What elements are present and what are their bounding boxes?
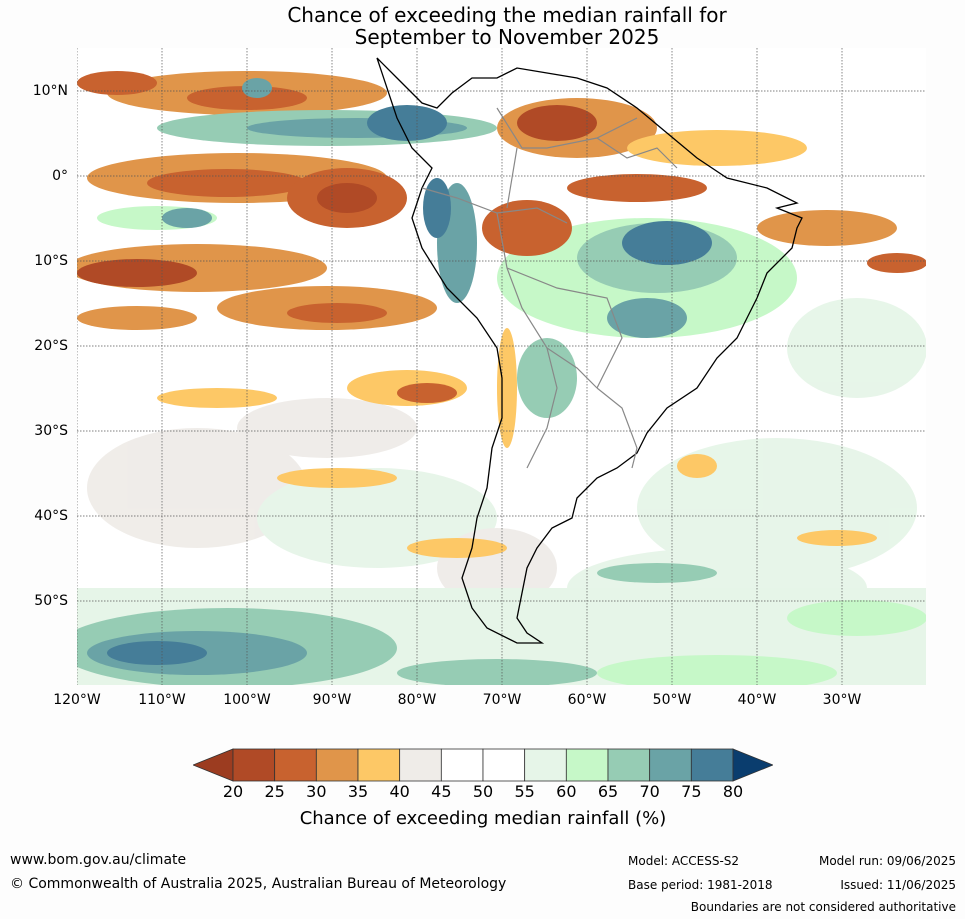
colorbar-tick-label: 30	[306, 782, 327, 801]
lon-label-30w: 30°W	[822, 692, 862, 708]
lon-label-120w: 120°W	[53, 692, 101, 708]
colorbar-extend-low	[193, 748, 234, 782]
colorbar-tick-label: 25	[264, 782, 285, 801]
lon-label-70w: 70°W	[482, 692, 522, 708]
lat-label-20s: 20°S	[34, 338, 68, 354]
colorbar-tick-label: 55	[514, 782, 535, 801]
colorbar-tick-label: 65	[597, 782, 619, 801]
colorbar-segment	[649, 748, 692, 782]
graticule	[77, 48, 926, 685]
colorbar-segment	[524, 748, 567, 782]
footer-model: Model: ACCESS-S2	[628, 854, 740, 868]
footer-model-run: Model run: 09/06/2025	[818, 854, 956, 868]
colorbar-tick-label: 60	[556, 782, 577, 801]
colorbar-segment	[690, 748, 734, 782]
colorbar-segment	[274, 748, 317, 782]
map-canvas	[77, 48, 926, 685]
map-title: Chance of exceeding the median rainfall …	[0, 4, 965, 48]
title-line-1: Chance of exceeding the median rainfall …	[287, 3, 727, 27]
colorbar-segment	[232, 748, 276, 782]
lon-label-50w: 50°W	[652, 692, 692, 708]
southern-ocean-wet-band	[77, 563, 926, 685]
colorbar-tick-label: 20	[222, 782, 244, 801]
colorbar	[193, 748, 773, 782]
legend-title: Chance of exceeding median rainfall (%)	[299, 808, 667, 829]
pacific-wet-bands	[97, 78, 497, 303]
lon-label-110w: 110°W	[138, 692, 186, 708]
colorbar-tick-label: 45	[431, 782, 452, 801]
pacific-dry-bands	[77, 71, 877, 558]
colorbar-tick-label: 70	[639, 782, 660, 801]
title-line-2: September to November 2025	[354, 25, 660, 49]
lon-label-100w: 100°W	[223, 692, 271, 708]
lon-label-40w: 40°W	[737, 692, 777, 708]
colorbar-tick-label: 80	[722, 782, 744, 801]
colorbar-segment	[440, 748, 484, 782]
footer-url: www.bom.gov.au/climate	[10, 852, 187, 868]
country-borders	[421, 107, 678, 469]
colorbar-tick-label: 35	[347, 782, 369, 801]
footer-boundaries-note: Boundaries are not considered authoritat…	[690, 900, 956, 914]
colorbar-segment	[315, 748, 359, 782]
colorbar-tick-label: 40	[389, 782, 410, 801]
lon-label-80w: 80°W	[397, 692, 437, 708]
footer-issued: Issued: 11/06/2025	[840, 878, 956, 892]
footer-base-period: Base period: 1981-2018	[628, 878, 773, 892]
lat-label-30s: 30°S	[34, 423, 68, 439]
colorbar-segment	[607, 748, 651, 782]
colorbar-segments	[193, 748, 773, 782]
colorbar-extend-high	[732, 748, 773, 782]
lon-label-90w: 90°W	[312, 692, 352, 708]
footer-copyright: © Commonwealth of Australia 2025, Austra…	[10, 876, 507, 892]
colorbar-segment	[399, 748, 442, 782]
lat-label-10n: 10°N	[32, 83, 68, 99]
colorbar-tick-label: 50	[472, 782, 494, 801]
lat-label-0: 0°	[52, 168, 68, 184]
colorbar-segment	[565, 748, 609, 782]
lon-label-60w: 60°W	[567, 692, 607, 708]
rainfall-map	[77, 48, 926, 685]
colorbar-segment	[357, 748, 401, 782]
colorbar-tick-label: 75	[681, 782, 702, 801]
lat-label-10s: 10°S	[34, 253, 68, 269]
south-america-coastline	[376, 57, 803, 644]
colorbar-segment	[482, 748, 526, 782]
lat-label-50s: 50°S	[34, 593, 68, 609]
lat-label-40s: 40°S	[34, 508, 68, 524]
